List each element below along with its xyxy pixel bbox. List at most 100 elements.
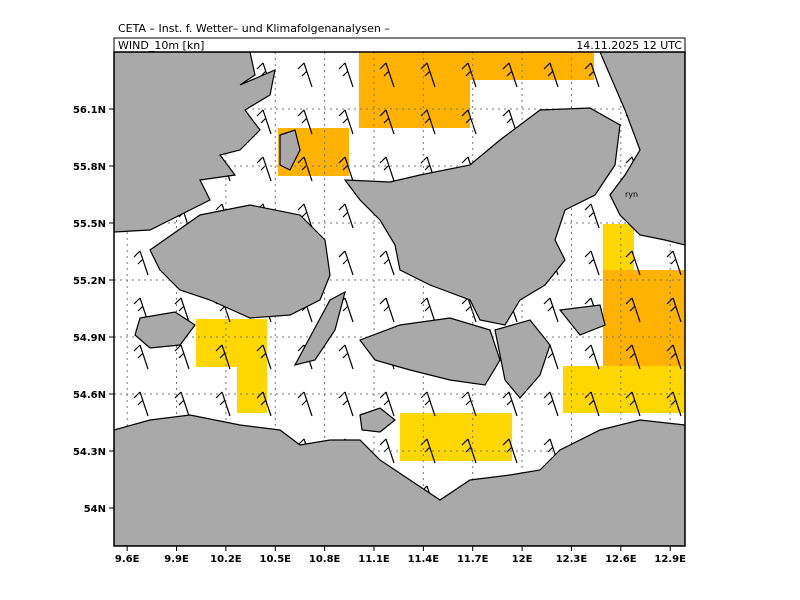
wind-barb — [420, 297, 436, 323]
wind-barb — [584, 344, 600, 370]
wind-barb — [338, 109, 354, 135]
wind-barb — [625, 391, 641, 417]
x-tick-label: 10.2E — [210, 554, 242, 565]
wind-barb — [666, 297, 682, 323]
wind-barb — [461, 109, 477, 135]
lolland — [359, 317, 501, 386]
shade-yellow — [563, 366, 685, 413]
wind-barb — [379, 297, 395, 323]
y-tick-label: 55.8N — [73, 162, 106, 173]
wind-barb — [215, 391, 231, 417]
x-tick-label: 10.5E — [260, 554, 292, 565]
wind-barb — [297, 62, 313, 88]
wind-barb — [297, 109, 313, 135]
x-tick-label: 12.9E — [654, 554, 686, 565]
x-tick-label: 9.6E — [115, 554, 140, 565]
y-tick-label: 55.5N — [73, 219, 106, 230]
x-tick-label: 11.7E — [457, 554, 489, 565]
wind-barb — [379, 156, 395, 182]
variable-label: WIND_10m [kn] — [118, 39, 204, 52]
wind-barb — [174, 344, 190, 370]
y-tick-label: 55.2N — [73, 276, 106, 287]
moen — [558, 304, 606, 336]
wind-barb — [379, 391, 395, 417]
sweden — [599, 52, 685, 246]
wind-barb — [543, 62, 559, 88]
header-title: CETA – Inst. f. Wetter– und Klimafolgena… — [118, 22, 390, 35]
x-tick-label: 12.3E — [556, 554, 588, 565]
wind-barb — [297, 391, 313, 417]
wind-barb — [502, 62, 518, 88]
wind-barb — [625, 297, 641, 323]
wind-barb — [461, 62, 477, 88]
wind-barb — [338, 344, 354, 370]
shade-orange — [603, 270, 685, 366]
wind-barb — [584, 62, 600, 88]
wind-barb — [133, 344, 149, 370]
wind-barb — [379, 250, 395, 276]
wind-barb — [338, 391, 354, 417]
wind-barb — [461, 391, 477, 417]
y-tick-label: 54.3N — [73, 447, 106, 458]
y-tick-label: 54N — [84, 504, 106, 515]
langeland — [293, 290, 346, 366]
x-tick-label: 11.4E — [408, 554, 440, 565]
x-tick-label: 9.9E — [164, 554, 189, 565]
shade-yellow — [400, 413, 512, 461]
wind-barb — [256, 344, 272, 370]
shade-orange — [359, 80, 470, 128]
wind-barb — [625, 250, 641, 276]
valid-time: 14.11.2025 12 UTC — [576, 39, 682, 52]
shade-yellow — [196, 319, 267, 367]
wind-barb — [338, 203, 354, 229]
x-tick-label: 10.8E — [309, 554, 341, 565]
zealand — [343, 107, 621, 326]
wind-barb — [174, 297, 190, 323]
wind-barb — [338, 250, 354, 276]
jutland — [114, 52, 276, 233]
shade-yellow — [603, 224, 634, 272]
place-label: ryn — [625, 190, 638, 199]
wind-barb — [502, 438, 518, 464]
funen — [149, 204, 331, 319]
y-tick-label: 56.1N — [73, 105, 106, 116]
x-tick-label: 11.1E — [358, 554, 390, 565]
wind-barb — [338, 62, 354, 88]
wind-barb — [256, 391, 272, 417]
wind-barb — [297, 203, 313, 229]
wind-barb — [502, 391, 518, 417]
shade-yellow — [237, 367, 267, 413]
wind-barb — [461, 438, 477, 464]
wind-barb — [379, 109, 395, 135]
y-tick-label: 54.6N — [73, 390, 106, 401]
wind-barb — [420, 438, 436, 464]
wind-barb — [215, 344, 231, 370]
wind-barb — [256, 109, 272, 135]
germany — [114, 414, 685, 546]
wind-barb — [625, 344, 641, 370]
map-area: ryn — [114, 52, 685, 546]
falster — [494, 319, 551, 399]
wind-barb — [584, 250, 600, 276]
wind-barb — [133, 250, 149, 276]
x-tick-label: 12E — [512, 554, 533, 565]
y-tick-label: 54.9N — [73, 333, 106, 344]
wind-barb — [420, 62, 436, 88]
samso — [279, 129, 301, 171]
wind-barb — [174, 391, 190, 417]
wind-barb — [420, 391, 436, 417]
wind-barb — [543, 297, 559, 323]
wind-barb — [420, 109, 436, 135]
x-tick-label: 12.6E — [605, 554, 637, 565]
wind-barb — [379, 62, 395, 88]
wind-barb — [584, 391, 600, 417]
fehmarn — [359, 407, 396, 433]
als — [134, 311, 196, 349]
wind-barb — [543, 391, 559, 417]
wind-barb — [338, 156, 354, 182]
wind-barb — [584, 203, 600, 229]
wind-barb — [666, 250, 682, 276]
shade-orange — [359, 52, 594, 80]
map-frame — [113, 51, 686, 547]
